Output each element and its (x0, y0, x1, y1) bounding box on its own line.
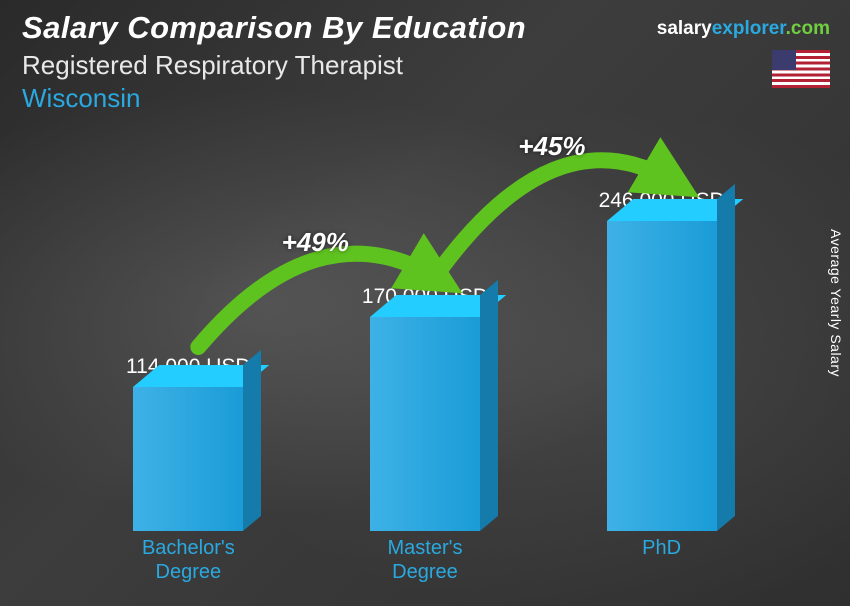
brand-part3: .com (786, 18, 830, 39)
salary-chart: 114,000 USD170,000 USD246,000 USD Bachel… (70, 140, 780, 586)
increase-arrow (70, 140, 780, 586)
flag-icon (772, 50, 830, 88)
job-title: Registered Respiratory Therapist (22, 50, 830, 81)
location-label: Wisconsin (22, 83, 830, 114)
brand-part2: explorer (712, 18, 786, 39)
percent-increase-label: +49% (282, 227, 349, 258)
brand-part1: salary (657, 18, 712, 39)
brand-logo: salaryexplorer.com (657, 18, 830, 40)
percent-increase-label: +45% (518, 131, 585, 162)
y-axis-label: Average Yearly Salary (828, 229, 844, 377)
